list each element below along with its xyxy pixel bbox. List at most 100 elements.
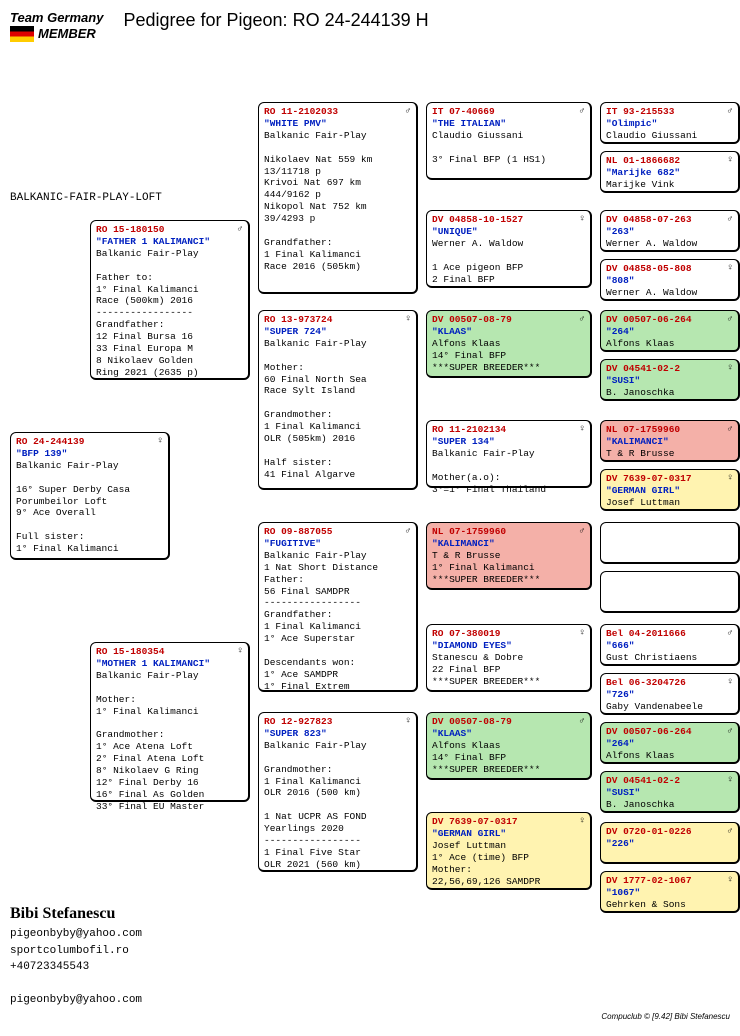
ring-number: DV 00507-06-264 <box>606 314 692 325</box>
ring-number: RO 11-2102033 <box>264 106 338 117</box>
sex-icon: ♀ <box>579 213 585 225</box>
pedigree-box-gg7: DV 00507-08-79♂"KLAAS"Alfons Klaas 14° F… <box>426 712 592 780</box>
pedigree-box-ggg11: Bel 04-2011666♂"666"Gust Christiaens <box>600 624 740 666</box>
sex-icon: ♂ <box>579 313 585 325</box>
pedigree-box-gg3: DV 00507-08-79♂"KLAAS"Alfons Klaas 14° F… <box>426 310 592 378</box>
pigeon-notes: Werner A. Waldow <box>606 238 697 249</box>
pedigree-box-ggg3: DV 04858-07-263♂"263"Werner A. Waldow <box>600 210 740 252</box>
sex-icon: ♂ <box>727 423 733 435</box>
pedigree-box-ggg5: DV 00507-06-264♂"264"Alfons Klaas <box>600 310 740 352</box>
pigeon-notes: Marijke Vink <box>606 179 674 190</box>
header: Team Germany MEMBER Pedigree for Pigeon:… <box>10 10 730 42</box>
pigeon-notes: T & R Brusse 1° Final Kalimanci ***SUPER… <box>432 550 540 585</box>
pigeon-name: "THE ITALIAN" <box>432 118 506 129</box>
sex-icon: ♀ <box>579 815 585 827</box>
pigeon-name: "Olimpic" <box>606 118 657 129</box>
sex-icon: ♀ <box>727 774 733 786</box>
pigeon-notes: Alfons Klaas 14° Final BFP ***SUPER BREE… <box>432 740 540 775</box>
pigeon-name: "FATHER 1 KALIMANCI" <box>96 236 210 247</box>
ring-number: RO 07-380019 <box>432 628 500 639</box>
pigeon-notes: T & R Brusse <box>606 448 674 459</box>
pedigree-box-ggg6: DV 04541-02-2♀"SUSI"B. Janoschka <box>600 359 740 401</box>
pigeon-notes: Alfons Klaas 14° Final BFP ***SUPER BREE… <box>432 338 540 373</box>
footer-text: Compuclub © [9.42] Bibi Stefanescu <box>601 1012 730 1021</box>
sex-icon: ♀ <box>579 423 585 435</box>
ring-number: RO 12-927823 <box>264 716 332 727</box>
sex-icon: ♀ <box>157 435 163 447</box>
pedigree-box-ggg4: DV 04858-05-808♀"808"Werner A. Waldow <box>600 259 740 301</box>
pigeon-notes: Alfons Klaas <box>606 338 674 349</box>
pigeon-name: "UNIQUE" <box>432 226 478 237</box>
page-title: Pedigree for Pigeon: RO 24-244139 H <box>123 10 428 31</box>
owner-email2: pigeonbyby@yahoo.com <box>10 992 142 1009</box>
ring-number: RO 11-2102134 <box>432 424 506 435</box>
pigeon-name: "1067" <box>606 887 640 898</box>
sex-icon: ♀ <box>727 262 733 274</box>
pigeon-name: "SUSI" <box>606 787 640 798</box>
pigeon-notes: Balkanic Fair-Play Mother(a.o): 3°=1° Fi… <box>432 448 546 495</box>
pigeon-name: "FUGITIVE" <box>264 538 321 549</box>
pigeon-name: "SUPER 724" <box>264 326 327 337</box>
pedigree-box-subject: RO 24-244139♀"BFP 139"Balkanic Fair-Play… <box>10 432 170 560</box>
pedigree-box-gm1: RO 13-973724♀"SUPER 724"Balkanic Fair-Pl… <box>258 310 418 490</box>
ring-number: DV 0720-01-0226 <box>606 826 692 837</box>
pigeon-notes: Gust Christiaens <box>606 652 697 663</box>
pigeon-notes: Alfons Klaas <box>606 750 674 761</box>
ring-number: DV 00507-06-264 <box>606 726 692 737</box>
pigeon-notes: B. Janoschka <box>606 799 674 810</box>
ring-number: NL 07-1759960 <box>432 526 506 537</box>
owner-phone: +40723345543 <box>10 959 142 976</box>
pedigree-box-gg4: RO 11-2102134♀"SUPER 134"Balkanic Fair-P… <box>426 420 592 488</box>
team-logo: Team Germany MEMBER <box>10 10 103 42</box>
pigeon-name: "264" <box>606 738 635 749</box>
pigeon-name: "DIAMOND EYES" <box>432 640 512 651</box>
pigeon-notes: Balkanic Fair-Play 1 Nat Short Distance … <box>264 550 378 692</box>
pigeon-name: "GERMAN GIRL" <box>432 828 506 839</box>
pedigree-box-gg6: RO 07-380019♀"DIAMOND EYES"Stanescu & Do… <box>426 624 592 692</box>
pigeon-name: "226" <box>606 838 635 849</box>
pedigree-tree: BALKANIC-FAIR-PLAY-LOFT Bibi Stefanescu … <box>10 52 730 1012</box>
pigeon-name: "WHITE PMV" <box>264 118 327 129</box>
sex-icon: ♀ <box>727 472 733 484</box>
sex-icon: ♂ <box>579 525 585 537</box>
pigeon-notes: Claudio Giussani 3° Final BFP (1 HS1) <box>432 130 546 165</box>
pedigree-box-ggg13: DV 00507-06-264 ♂ "264"Alfons Klaas <box>600 722 740 764</box>
pedigree-box-gg1: IT 07-40669♂"THE ITALIAN"Claudio Giussan… <box>426 102 592 180</box>
ring-number: RO 15-180354 <box>96 646 164 657</box>
logo-line1: Team Germany <box>10 10 103 25</box>
contact-block: Bibi Stefanescu pigeonbyby@yahoo.com spo… <box>10 902 142 1009</box>
sex-icon: ♂ <box>727 725 733 737</box>
ring-number: DV 04858-10-1527 <box>432 214 523 225</box>
pigeon-notes: B. Janoschka <box>606 387 674 398</box>
sex-icon: ♂ <box>727 627 733 639</box>
owner-site: sportcolumbofil.ro <box>10 943 142 960</box>
pedigree-box-ggg1: IT 93-215533♂"Olimpic"Claudio Giussani <box>600 102 740 144</box>
pedigree-box-ggg16: DV 1777-02-1067♀"1067"Gehrken & Sons <box>600 871 740 913</box>
pigeon-name: "KALIMANCI" <box>606 436 669 447</box>
ring-number: NL 01-1866682 <box>606 155 680 166</box>
flag-icon <box>10 26 34 42</box>
pedigree-box-gf1: RO 11-2102033♂"WHITE PMV"Balkanic Fair-P… <box>258 102 418 294</box>
sex-icon: ♀ <box>237 645 243 657</box>
pigeon-notes: Balkanic Fair-Play 16° Super Derby Casa … <box>16 460 130 554</box>
ring-number: RO 15-180150 <box>96 224 164 235</box>
pedigree-box-ggg14: DV 04541-02-2♀"SUSI"B. Janoschka <box>600 771 740 813</box>
pedigree-box-ggg8: DV 7639-07-0317♀"GERMAN GIRL"Josef Luttm… <box>600 469 740 511</box>
pedigree-box-gg5: NL 07-1759960♂"KALIMANCI"T & R Brusse 1°… <box>426 522 592 590</box>
pigeon-name: "SUPER 134" <box>432 436 495 447</box>
sex-icon: ♂ <box>727 213 733 225</box>
ring-number: DV 04858-05-808 <box>606 263 692 274</box>
ring-number: IT 07-40669 <box>432 106 495 117</box>
pigeon-notes: Balkanic Fair-Play Mother: 1° Final Kali… <box>96 670 204 812</box>
sex-icon: ♂ <box>727 313 733 325</box>
pigeon-notes: Werner A. Waldow <box>606 287 697 298</box>
pigeon-notes: Balkanic Fair-Play Father to: 1° Final K… <box>96 248 199 378</box>
loft-label: BALKANIC-FAIR-PLAY-LOFT <box>10 192 162 204</box>
sex-icon: ♀ <box>727 154 733 166</box>
ring-number: DV 1777-02-1067 <box>606 875 692 886</box>
sex-icon: ♀ <box>579 627 585 639</box>
pedigree-box-gm2: RO 12-927823♀"SUPER 823"Balkanic Fair-Pl… <box>258 712 418 872</box>
owner-email1: pigeonbyby@yahoo.com <box>10 926 142 943</box>
sex-icon: ♂ <box>405 525 411 537</box>
pedigree-box-ggg2: NL 01-1866682♀"Marijke 682"Marijke Vink <box>600 151 740 193</box>
